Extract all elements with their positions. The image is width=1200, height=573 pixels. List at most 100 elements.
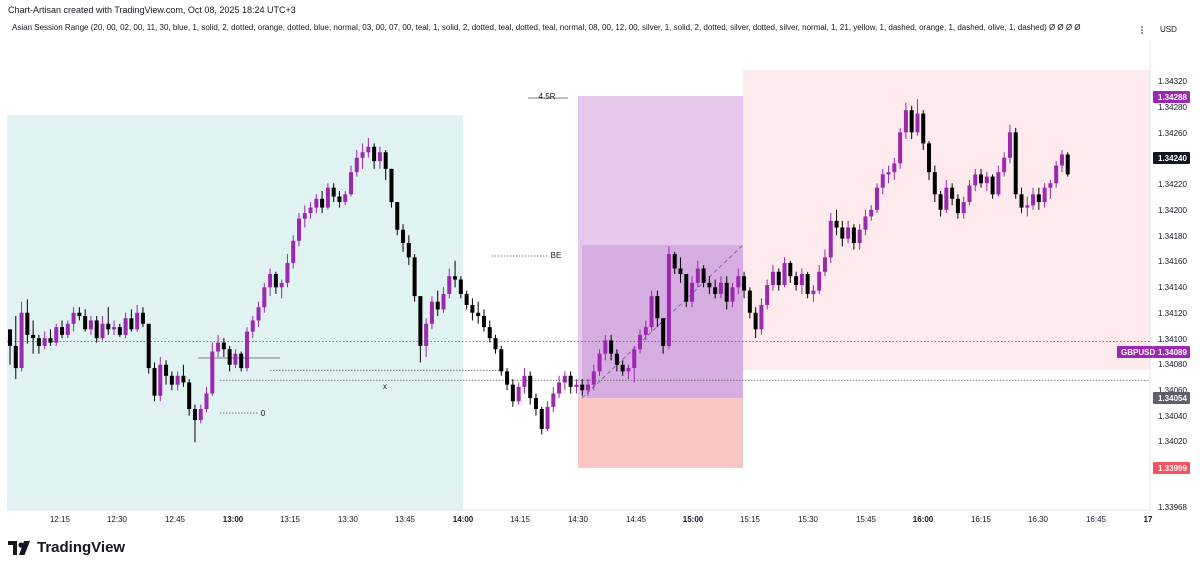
candle	[724, 276, 729, 310]
candle-body	[1042, 187, 1047, 203]
candle-body	[383, 152, 388, 169]
candle-body	[123, 318, 128, 335]
time-tick-label: 15:45	[856, 515, 877, 524]
chart-credit: Chart-Artisan created with TradingView.c…	[8, 5, 296, 15]
price-tick-label: 1.33968	[1158, 503, 1187, 512]
candle-body	[412, 257, 417, 297]
candle	[944, 179, 949, 214]
candle	[955, 194, 960, 219]
candle-body	[707, 282, 712, 288]
candle-body	[25, 312, 30, 335]
candle-body	[447, 276, 452, 294]
candle	[805, 271, 810, 299]
candle	[470, 298, 475, 321]
candle	[129, 309, 134, 332]
candle	[354, 150, 359, 177]
candle-body	[389, 168, 394, 203]
candle	[1002, 152, 1007, 177]
candle-body	[325, 187, 330, 208]
tradingview-logo[interactable]: TradingView	[8, 539, 125, 556]
candle	[655, 290, 660, 328]
candle	[297, 213, 301, 247]
candle-body	[1065, 154, 1070, 175]
candle	[383, 150, 388, 180]
candle-body	[661, 318, 666, 346]
candle-body	[1007, 132, 1012, 158]
price-tag-label: 1.34240	[1158, 154, 1187, 163]
candle-body	[655, 296, 660, 319]
candle-body	[944, 187, 949, 210]
candle	[539, 406, 544, 435]
candle-body	[221, 342, 226, 350]
candle-body	[695, 268, 700, 283]
candle	[100, 316, 105, 341]
candle	[83, 309, 88, 332]
candle-body	[574, 384, 579, 387]
candle-body	[747, 290, 752, 313]
candle	[788, 260, 793, 283]
candle-body	[42, 338, 47, 346]
candle-body	[314, 198, 319, 208]
candle-body	[684, 274, 689, 302]
price-tick-label: 1.34160	[1158, 257, 1187, 266]
candle	[262, 282, 267, 313]
candle-body	[996, 172, 1001, 195]
candle	[817, 265, 822, 294]
candle-body	[533, 397, 538, 410]
candle-body	[366, 146, 371, 153]
chart-lines	[7, 97, 1150, 414]
candle	[672, 251, 677, 274]
candle-body	[869, 209, 874, 217]
more-options-icon[interactable]	[1141, 26, 1143, 34]
candle-body	[204, 393, 209, 410]
candle-body	[892, 163, 897, 173]
time-tick-label: 16:30	[1028, 515, 1049, 524]
symbol-tag-label: GBPUSD	[1121, 348, 1155, 357]
candle-body	[834, 220, 839, 228]
time-tick-label: 13:45	[395, 515, 416, 524]
candle	[909, 105, 914, 139]
candle	[684, 274, 689, 308]
time-tick-label: 14:15	[510, 515, 531, 524]
tradingview-logo-icon	[8, 540, 30, 555]
price-tick-label: 1.34320	[1158, 77, 1187, 86]
candle-body	[88, 320, 93, 330]
candle-body	[100, 323, 105, 339]
candle-body	[909, 110, 914, 133]
candle	[580, 379, 585, 396]
indicator-legend[interactable]: Asian Session Range (20, 00, 02, 00, 11,…	[12, 23, 1081, 32]
candle	[227, 345, 232, 372]
time-tick-label: 13:30	[338, 515, 359, 524]
candle-body	[921, 113, 926, 144]
candle-body	[372, 146, 377, 162]
more-options-dot	[1141, 32, 1143, 34]
candle	[435, 290, 440, 317]
candle	[927, 141, 932, 180]
annotations: 4.5R BE x 0	[261, 92, 562, 418]
candle-body	[117, 327, 122, 335]
candle-body	[840, 227, 845, 239]
session-range-zone	[7, 115, 463, 510]
candle	[984, 172, 989, 191]
candle-body	[424, 323, 429, 346]
candle-body	[239, 353, 244, 369]
candle	[401, 224, 406, 252]
tradingview-brand: TradingView	[37, 539, 126, 556]
candle	[279, 279, 284, 299]
candle	[77, 307, 82, 321]
candle-body	[210, 351, 215, 394]
candle-body	[285, 262, 290, 283]
candle	[123, 312, 128, 339]
candle	[106, 307, 111, 335]
candle	[325, 183, 330, 210]
candle	[308, 202, 313, 219]
candle-body	[187, 382, 192, 410]
candle	[25, 299, 30, 344]
time-tick-label: 15:00	[683, 515, 704, 524]
candle-body	[643, 327, 648, 335]
time-tick-label: 16:00	[913, 515, 934, 524]
candle	[377, 146, 382, 169]
time-tick-label: 12:30	[107, 515, 128, 524]
